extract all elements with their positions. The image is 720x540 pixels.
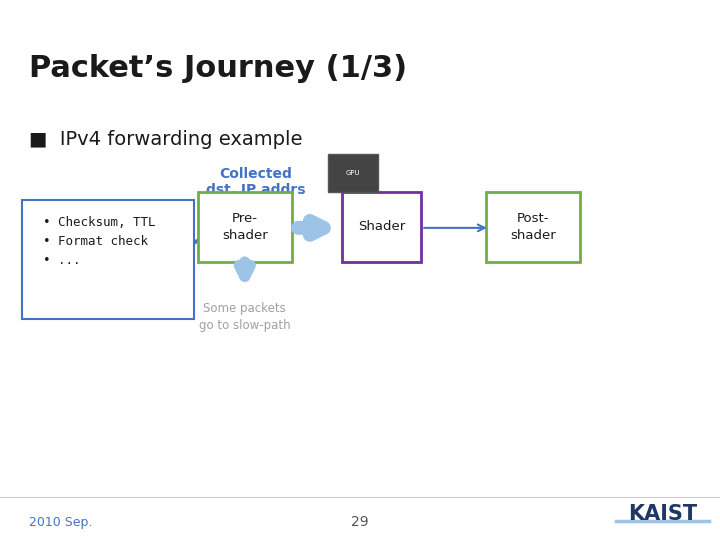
Text: Shader: Shader <box>358 220 405 233</box>
Text: GPU: GPU <box>346 170 360 176</box>
FancyBboxPatch shape <box>342 192 421 262</box>
Text: ■  IPv4 forwarding example: ■ IPv4 forwarding example <box>29 130 302 148</box>
FancyBboxPatch shape <box>486 192 580 262</box>
Text: Collected
dst. IP addrs: Collected dst. IP addrs <box>206 167 305 197</box>
FancyBboxPatch shape <box>22 200 194 319</box>
Text: Pre-
shader: Pre- shader <box>222 212 268 242</box>
FancyBboxPatch shape <box>328 154 378 192</box>
Text: KAIST: KAIST <box>628 504 697 524</box>
FancyBboxPatch shape <box>198 192 292 262</box>
Text: 2010 Sep.: 2010 Sep. <box>29 516 92 529</box>
Text: 29: 29 <box>351 515 369 529</box>
Polygon shape <box>66 230 216 313</box>
Text: Post-
shader: Post- shader <box>510 212 556 242</box>
Text: Packet’s Journey (1/3): Packet’s Journey (1/3) <box>29 54 407 83</box>
Text: Some packets
go to slow-path: Some packets go to slow-path <box>199 302 291 333</box>
Text: • Checksum, TTL
• Format check
• ...: • Checksum, TTL • Format check • ... <box>43 216 156 267</box>
